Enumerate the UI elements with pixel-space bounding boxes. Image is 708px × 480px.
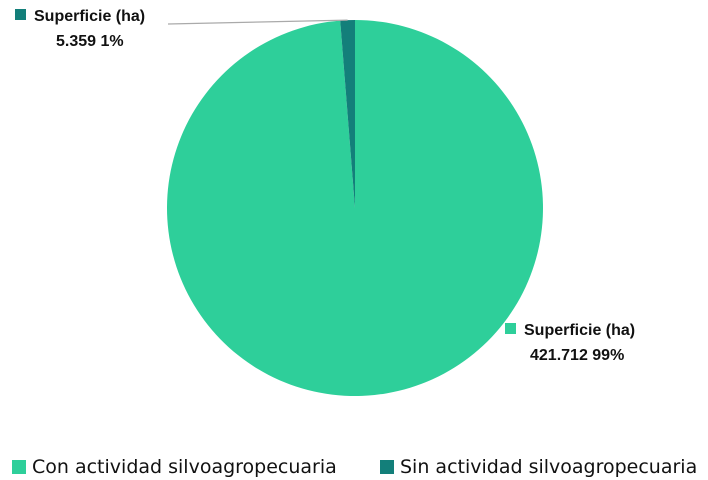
data-label-swatch-con-actividad: [505, 323, 516, 334]
data-label-value-con-actividad: 421.712 99%: [530, 347, 624, 364]
legend-item-con-actividad: Con actividad silvoagropecuaria: [12, 456, 337, 478]
legend-item-sin-actividad: Sin actividad silvoagropecuaria: [380, 456, 697, 478]
leader-line: [167, 19, 348, 25]
data-label-title-con-actividad: Superficie (ha): [524, 322, 635, 339]
pie-slice-sin-actividad: [340, 20, 355, 208]
pie-slices: [166, 20, 543, 396]
data-label-swatch-sin-actividad: [15, 9, 26, 20]
legend-swatch-con-actividad: [12, 460, 26, 474]
data-label-title-sin-actividad: Superficie (ha): [34, 8, 145, 25]
legend-label-sin-actividad: Sin actividad silvoagropecuaria: [400, 456, 698, 478]
chart-legend: Con actividad silvoagropecuaria Sin acti…: [12, 456, 708, 480]
data-label-value-sin-actividad: 5.359 1%: [56, 33, 124, 50]
pie-slice-con-actividad: [166, 20, 543, 396]
legend-label-con-actividad: Con actividad silvoagropecuaria: [32, 456, 337, 478]
legend-swatch-sin-actividad: [380, 460, 394, 474]
